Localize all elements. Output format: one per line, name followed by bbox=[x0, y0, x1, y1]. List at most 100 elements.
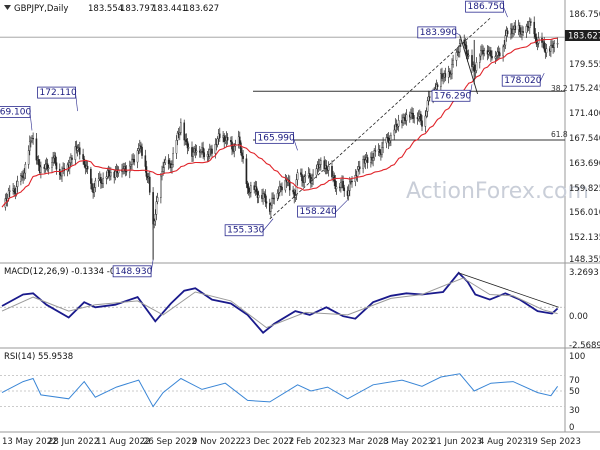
candle-body bbox=[247, 187, 250, 193]
candle-body bbox=[312, 174, 314, 180]
candle-body bbox=[382, 142, 384, 148]
callout-box bbox=[465, 0, 504, 13]
candle-body bbox=[160, 175, 162, 198]
candle-body bbox=[292, 189, 294, 193]
candle-body bbox=[304, 175, 307, 177]
current-price-label: 183.627 bbox=[568, 32, 600, 42]
candle-body bbox=[133, 159, 136, 163]
candle-body bbox=[178, 132, 181, 135]
candle-body bbox=[381, 147, 383, 155]
callout-box bbox=[0, 106, 31, 118]
price-tick-label: 156.010 bbox=[569, 208, 600, 218]
callout-connector bbox=[293, 138, 298, 151]
candle-body bbox=[278, 185, 281, 193]
candle-body bbox=[471, 55, 473, 67]
candle-body bbox=[394, 124, 397, 131]
watermark: ActionForex.com bbox=[406, 179, 589, 204]
candle-body bbox=[417, 116, 420, 120]
current-price-marker: 183.627 bbox=[565, 30, 600, 42]
rsi-y-axis: 100 70 50 30 0 bbox=[569, 352, 585, 433]
candle-body bbox=[130, 164, 132, 167]
date-tick-label: 19 Sep 2023 bbox=[527, 437, 581, 447]
candle-body bbox=[351, 180, 353, 183]
callout-label-172110: 172.110 bbox=[40, 88, 77, 98]
candle-body bbox=[533, 21, 536, 35]
candle-body bbox=[97, 178, 100, 182]
candle-body bbox=[241, 152, 243, 157]
candle-body bbox=[187, 147, 190, 149]
candle-body bbox=[78, 147, 81, 155]
candle-body bbox=[32, 138, 34, 140]
callout-connector bbox=[262, 218, 274, 231]
fib-61-label: 61.8 bbox=[551, 130, 568, 139]
candle-body bbox=[358, 166, 361, 169]
rsi-tick-label: 0 bbox=[569, 423, 574, 433]
macd-panel-title: MACD(12,26,9) -0.1334 -0.5386 bbox=[4, 267, 140, 277]
candle-body bbox=[528, 21, 531, 29]
candle-body bbox=[388, 140, 391, 144]
candle-body bbox=[238, 136, 241, 144]
callout-box bbox=[417, 26, 457, 39]
candle-body bbox=[280, 185, 282, 188]
macd-line bbox=[1, 271, 559, 334]
candle-body bbox=[284, 179, 287, 191]
candle-body bbox=[412, 112, 414, 119]
callout-connector bbox=[29, 112, 33, 131]
candle-body bbox=[242, 155, 244, 159]
candle-body bbox=[405, 114, 408, 121]
price-tick-label: 163.690 bbox=[569, 159, 600, 169]
candle-body bbox=[490, 50, 492, 57]
candle-body bbox=[348, 181, 351, 191]
candle-body bbox=[83, 158, 86, 165]
candle-body bbox=[327, 166, 330, 171]
callout-connector bbox=[75, 93, 78, 112]
price-high: 183.797 bbox=[120, 4, 155, 14]
candle-body bbox=[340, 182, 342, 188]
callout-label-169100: 169.100 bbox=[0, 107, 31, 117]
candle-body bbox=[144, 155, 147, 167]
date-tick-label: 21 Jun 2023 bbox=[431, 437, 482, 447]
candle-body bbox=[504, 35, 507, 46]
candle-body bbox=[141, 146, 143, 156]
candle-body bbox=[447, 71, 450, 78]
rsi-tick-label: 50 bbox=[569, 387, 580, 397]
candle-body bbox=[497, 51, 500, 54]
candle-body bbox=[440, 73, 442, 88]
candle-body bbox=[333, 175, 336, 181]
candle-body bbox=[61, 170, 63, 177]
candle-body bbox=[276, 193, 279, 199]
candle-body bbox=[543, 41, 546, 50]
callout-box bbox=[255, 131, 294, 144]
callout-label-186750: 186.750 bbox=[468, 2, 505, 12]
macd-y-axis: 3.2693 0.00 -2.5689 bbox=[569, 268, 600, 351]
candle-body bbox=[128, 165, 131, 173]
candle-body bbox=[271, 197, 273, 206]
callout-box bbox=[224, 224, 264, 237]
price-tick-label: 171.400 bbox=[569, 109, 600, 119]
candle-body bbox=[256, 191, 259, 198]
candle-body bbox=[172, 153, 174, 166]
candle-body bbox=[176, 132, 179, 141]
candle-body bbox=[82, 154, 84, 160]
candle-body bbox=[553, 43, 556, 48]
date-tick-label: 7 Feb 2023 bbox=[288, 437, 336, 447]
price-tick-label: 148.355 bbox=[569, 255, 600, 265]
date-tick-label: 11 Aug 2022 bbox=[96, 437, 150, 447]
rsi-tick-label: 30 bbox=[569, 406, 580, 416]
candle-body bbox=[250, 185, 252, 193]
candle-body bbox=[214, 143, 217, 154]
candle-body bbox=[200, 151, 202, 153]
candle-body bbox=[106, 170, 109, 178]
date-tick-label: 4 Aug 2023 bbox=[479, 437, 528, 447]
candle-body bbox=[402, 117, 404, 124]
callout-label-165990: 165.990 bbox=[258, 133, 295, 143]
date-tick-label: 28 Jun 2022 bbox=[48, 437, 99, 447]
candle-body bbox=[162, 167, 164, 172]
candle-body bbox=[211, 148, 213, 154]
candle-body bbox=[74, 146, 77, 160]
candle-body bbox=[155, 201, 158, 215]
candle-body bbox=[378, 149, 381, 153]
candle-body bbox=[52, 157, 54, 163]
macd-tick-label: 0.00 bbox=[569, 312, 588, 322]
price-tick-label: 186.750 bbox=[569, 10, 600, 20]
